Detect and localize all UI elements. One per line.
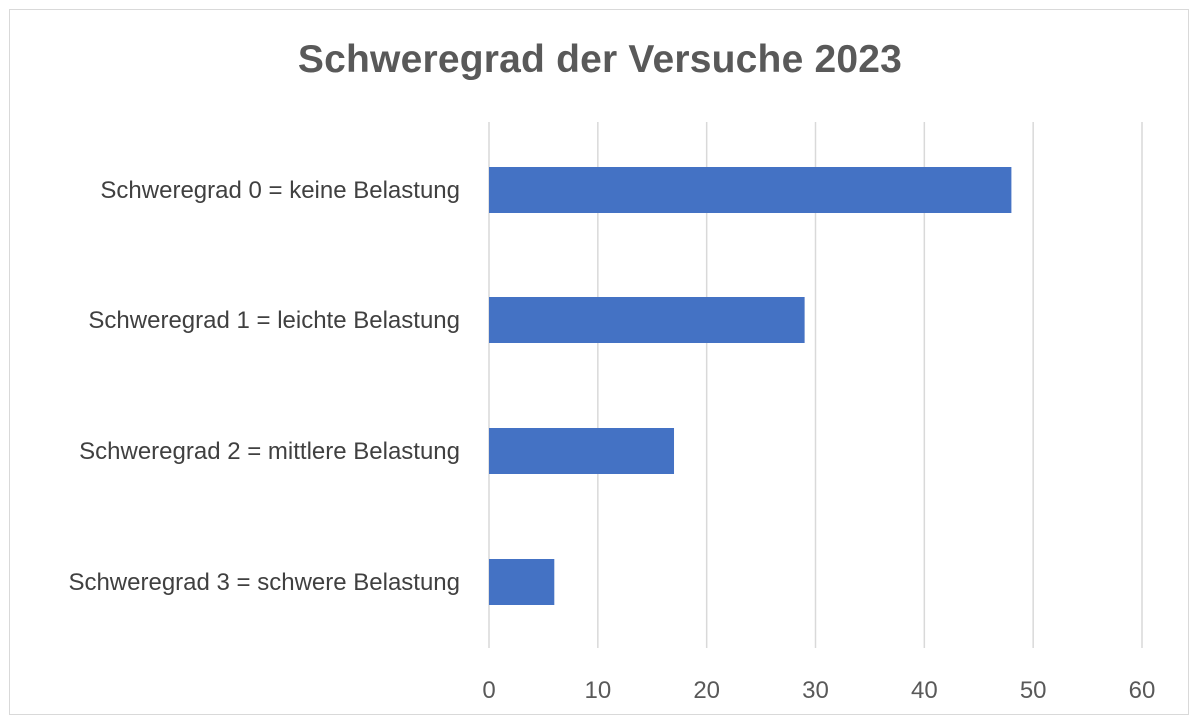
x-tick-label: 10: [584, 677, 611, 704]
bars: [489, 167, 1012, 605]
x-tick-label: 40: [911, 677, 938, 704]
category-label: Schweregrad 3 = schwere Belastung: [68, 569, 460, 596]
chart-title: Schweregrad der Versuche 2023: [297, 38, 903, 81]
bar-schweregrad-3: [489, 559, 555, 605]
x-tick-label: 50: [1020, 677, 1047, 704]
category-labels: Schweregrad 0 = keine Belastung Schweregr…: [68, 177, 460, 596]
x-tick-label: 20: [693, 677, 720, 704]
category-label: Schweregrad 0 = keine Belastung: [100, 177, 460, 204]
chart-frame: [9, 9, 1189, 715]
category-label: Schweregrad 2 = mittlere Belastung: [79, 438, 460, 465]
x-tick-label: 0: [482, 677, 495, 704]
x-tick-label: 60: [1129, 677, 1156, 704]
x-tick-labels: 0 10 20 30 40 50 60: [482, 677, 1155, 704]
bar-schweregrad-2: [489, 428, 675, 474]
bar-schweregrad-0: [489, 167, 1012, 213]
x-tick-label: 30: [802, 677, 829, 704]
bar-schweregrad-1: [489, 297, 805, 343]
category-label: Schweregrad 1 = leichte Belastung: [88, 307, 460, 334]
